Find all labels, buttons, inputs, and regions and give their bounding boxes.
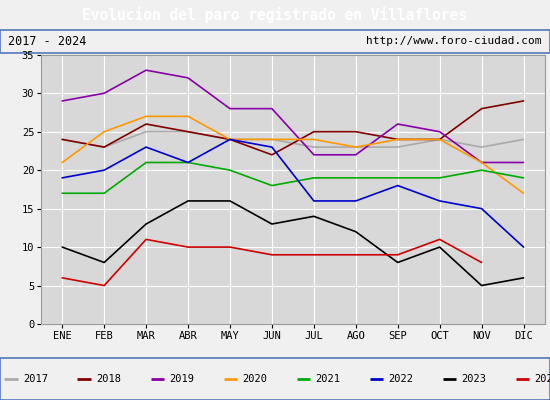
Text: 2018: 2018 [96,374,121,384]
Text: 2024: 2024 [535,374,550,384]
Text: 2020: 2020 [243,374,267,384]
Text: 2021: 2021 [315,374,340,384]
Text: http://www.foro-ciudad.com: http://www.foro-ciudad.com [366,36,542,46]
Text: Evolucion del paro registrado en Villaflores: Evolucion del paro registrado en Villafl… [82,7,468,23]
Text: 2022: 2022 [388,374,414,384]
Text: 2019: 2019 [169,374,194,384]
Text: 2017: 2017 [23,374,48,384]
Text: 2017 - 2024: 2017 - 2024 [8,35,87,48]
Text: 2023: 2023 [461,374,487,384]
